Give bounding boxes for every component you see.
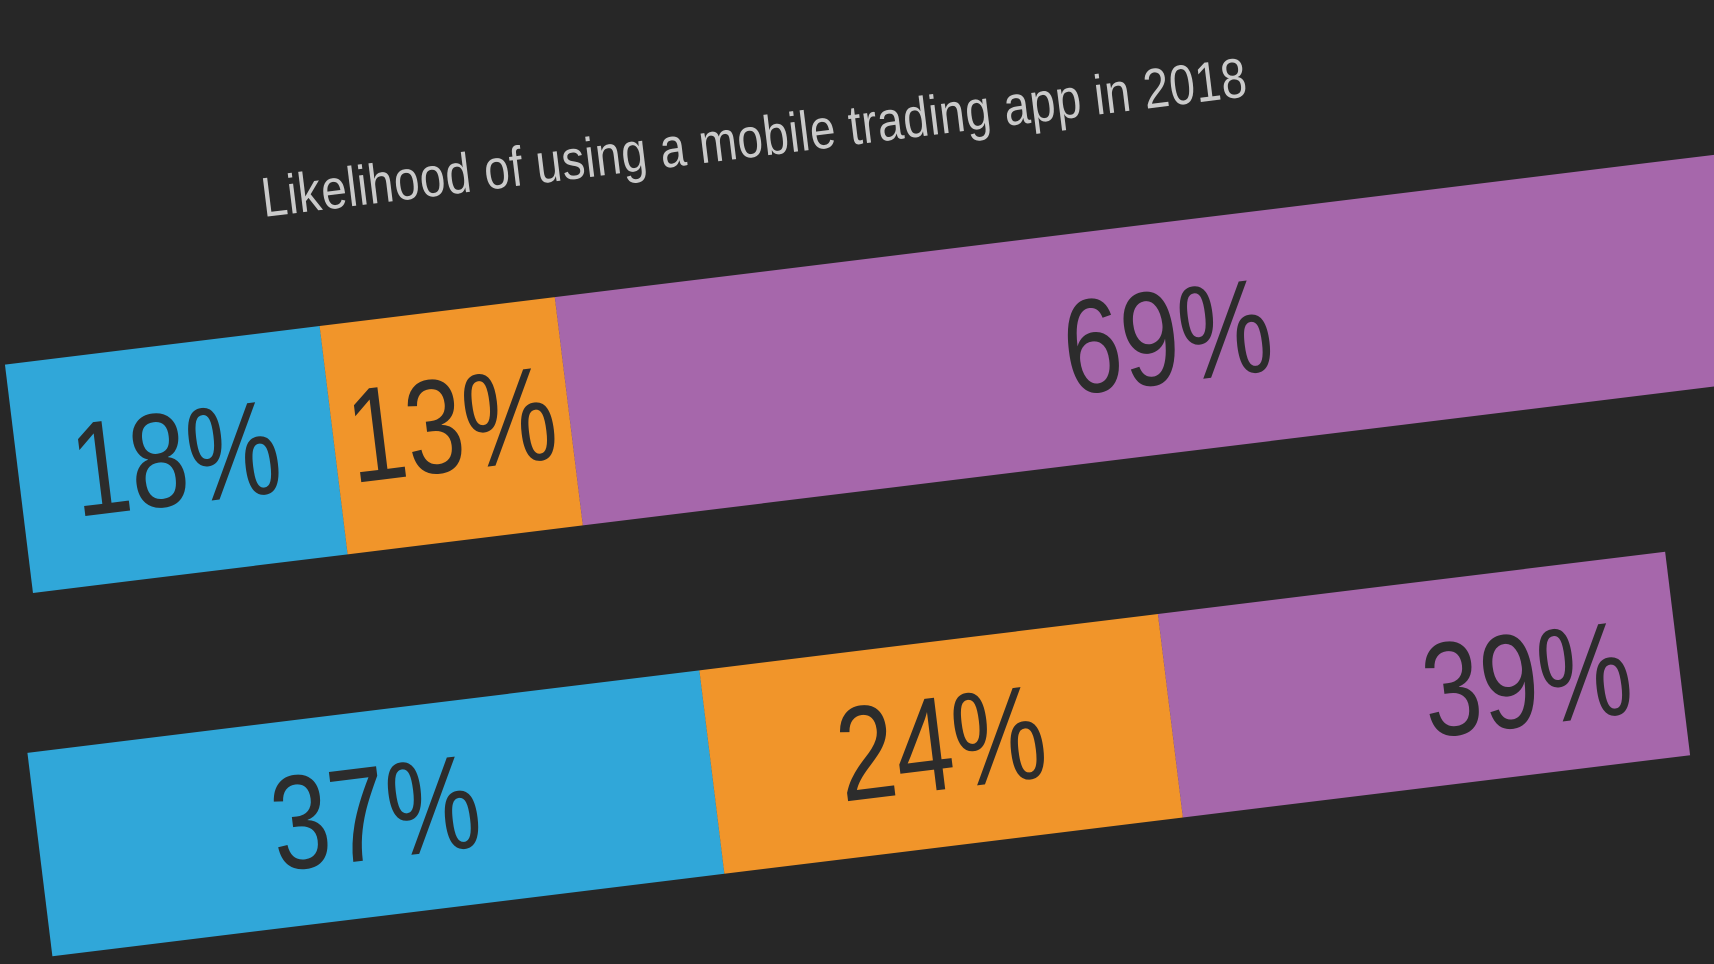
segment-value-label: 37% — [262, 726, 489, 900]
stacked-bar-row-2: 37% 24% 39% — [27, 551, 1691, 957]
bar2-blue-segment: 37% — [27, 670, 724, 957]
chart-title: Likelihood of using a mobile trading app… — [257, 45, 1251, 229]
segment-value-label: 24% — [827, 656, 1054, 831]
bar1-blue-segment: 18% — [4, 326, 348, 593]
segment-value-label: 39% — [1413, 593, 1640, 767]
bar2-purple-segment: 39% — [1157, 551, 1691, 818]
bar1-purple-segment: 69% — [555, 150, 1714, 526]
segment-value-label: 18% — [63, 372, 290, 546]
segment-value-label: 13% — [338, 338, 565, 512]
bar2-orange-segment: 24% — [698, 614, 1183, 874]
stacked-bar-row-1: 18% 13% 69% — [4, 150, 1714, 593]
bar1-orange-segment: 13% — [319, 297, 584, 555]
segment-value-label: 69% — [1054, 250, 1281, 424]
